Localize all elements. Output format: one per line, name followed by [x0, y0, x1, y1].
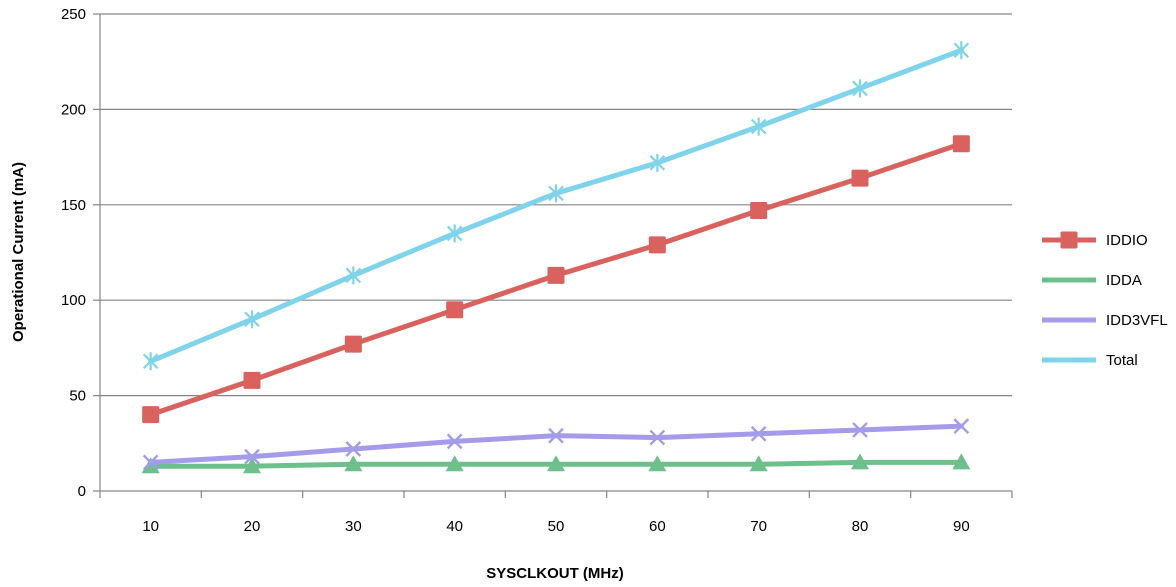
- series-idda: [141, 453, 971, 474]
- data-point-idd3vfl: [953, 418, 970, 434]
- legend-item-total: Total: [1042, 352, 1138, 369]
- series-total: [142, 41, 970, 371]
- data-point-idda: [851, 453, 869, 470]
- data-point-total: [852, 79, 868, 98]
- x-tick-label: 20: [244, 518, 261, 535]
- data-point-iddio: [142, 406, 160, 424]
- data-point-idd3vfl: [649, 429, 666, 446]
- y-tick-label: 200: [61, 101, 86, 118]
- legend: IDDIO IDDA IDD3VFL Total: [1042, 231, 1168, 369]
- data-point-total: [142, 352, 159, 371]
- y-tick-label: 250: [61, 6, 86, 23]
- data-point-iddio: [547, 266, 565, 284]
- legend-label-idda: IDDA: [1106, 272, 1142, 289]
- data-point-idd3vfl: [142, 454, 159, 471]
- data-point-idda: [648, 455, 667, 472]
- y-tick-label: 150: [61, 197, 86, 214]
- x-tick-label: 90: [953, 518, 970, 535]
- data-point-total: [953, 41, 970, 60]
- legend-item-idd3vfl: IDD3VFL: [1042, 312, 1168, 329]
- data-point-total: [446, 224, 463, 243]
- y-axis-title: Operational Current (mA): [10, 162, 27, 342]
- x-tick-label: 80: [852, 518, 869, 535]
- data-point-total: [548, 184, 564, 203]
- data-point-idda: [547, 455, 565, 472]
- x-tick-label: 30: [345, 518, 362, 535]
- data-point-iddio: [243, 371, 261, 389]
- data-point-iddio: [648, 236, 666, 254]
- legend-marker-iddio: [1060, 231, 1078, 249]
- data-point-idd3vfl: [446, 433, 463, 450]
- data-point-idda: [952, 453, 971, 470]
- data-point-idda: [749, 455, 768, 472]
- legend-item-idda: IDDA: [1042, 272, 1142, 289]
- x-axis-title: SYSCLKOUT (MHz): [486, 565, 624, 582]
- data-point-total: [345, 266, 362, 285]
- data-point-total: [649, 153, 666, 172]
- y-tick-label: 50: [69, 388, 86, 405]
- data-point-idda: [445, 455, 464, 472]
- data-point-idd3vfl: [750, 425, 767, 442]
- y-tick-label: 0: [78, 483, 86, 500]
- data-point-iddio: [750, 202, 768, 220]
- legend-label-total: Total: [1106, 352, 1138, 369]
- legend-label-iddio: IDDIO: [1106, 232, 1148, 249]
- grid-lines: [100, 13, 1012, 397]
- x-tick-label: 10: [142, 518, 159, 535]
- axes: [93, 13, 1013, 498]
- x-tick-label: 50: [548, 518, 565, 535]
- data-point-idda: [243, 457, 261, 474]
- series-line-total: [148, 47, 964, 364]
- data-point-idd3vfl: [548, 427, 564, 444]
- data-point-idda: [344, 455, 363, 472]
- legend-label-idd3vfl: IDD3VFL: [1106, 312, 1168, 329]
- series-group: [141, 41, 971, 474]
- data-point-total: [244, 310, 260, 329]
- x-tick-label: 60: [649, 518, 666, 535]
- y-tick-label: 100: [61, 292, 86, 309]
- data-point-idd3vfl: [244, 448, 260, 465]
- x-tick-labels: 10 20 30 40 50 60 70 80 90: [142, 518, 969, 535]
- data-point-iddio: [344, 335, 362, 353]
- y-tick-labels: 0 50 100 150 200 250: [61, 6, 86, 500]
- x-tick-label: 40: [446, 518, 463, 535]
- x-tick-label: 70: [750, 518, 767, 535]
- data-point-idda: [141, 457, 160, 474]
- series-iddio: [142, 135, 970, 424]
- data-point-iddio: [952, 135, 970, 153]
- data-point-idd3vfl: [345, 441, 362, 457]
- data-point-iddio: [851, 169, 869, 187]
- legend-item-iddio: IDDIO: [1042, 231, 1148, 249]
- data-point-idd3vfl: [852, 422, 868, 438]
- data-point-iddio: [446, 301, 464, 319]
- series-idd3vfl: [142, 418, 970, 471]
- data-point-total: [750, 117, 767, 136]
